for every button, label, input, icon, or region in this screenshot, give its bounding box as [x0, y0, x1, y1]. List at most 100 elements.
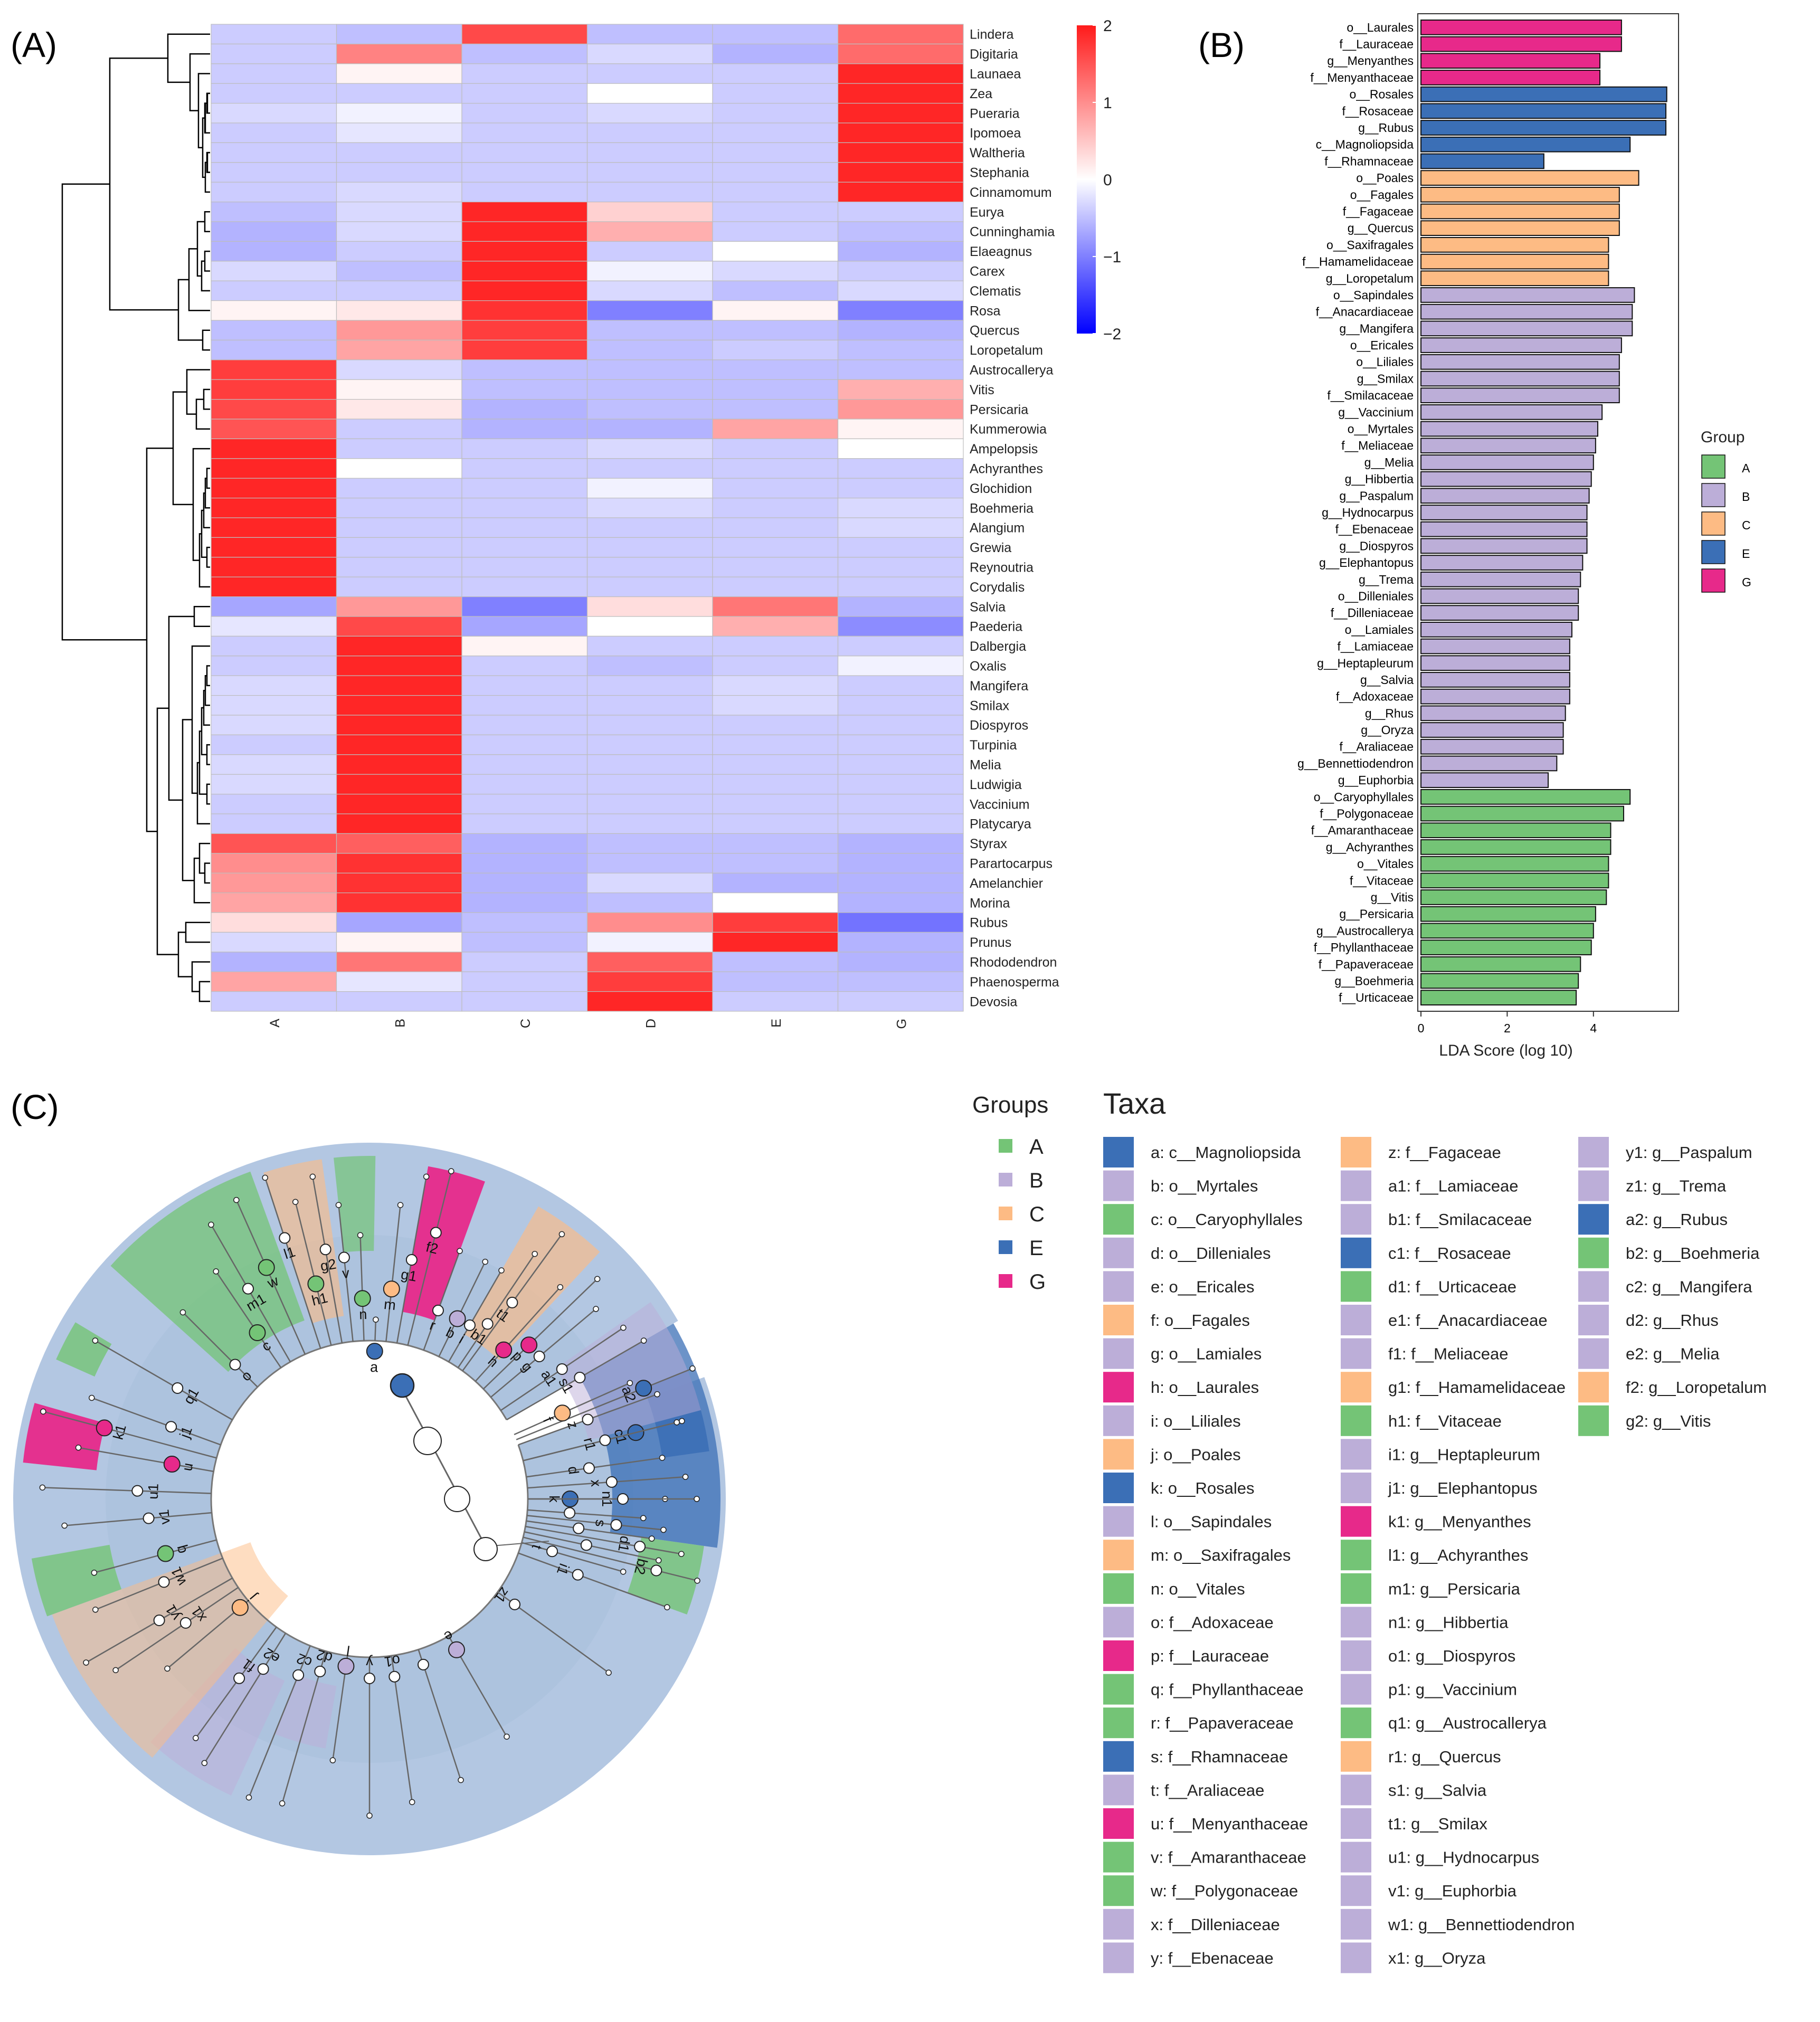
heatmap-cell — [461, 635, 588, 657]
lda-bar — [1420, 320, 1633, 337]
heatmap-cell — [211, 853, 337, 874]
taxa-legend-swatch — [1103, 1305, 1134, 1335]
taxa-legend-swatch — [1578, 1305, 1609, 1335]
lda-bar — [1420, 220, 1620, 236]
row-label: Alangium — [970, 521, 1025, 536]
heatmap-cell — [336, 438, 462, 459]
heatmap-cell — [586, 63, 713, 84]
taxa-legend-swatch — [1341, 1909, 1371, 1940]
heatmap-cell — [461, 24, 588, 45]
taxa-legend-label: r: f__Papaveraceae — [1151, 1714, 1294, 1732]
cladogram-branch — [94, 1539, 217, 1573]
cladogram-node — [574, 1372, 586, 1383]
cladogram-node — [634, 1541, 646, 1553]
cladogram-node — [131, 1485, 144, 1497]
row-label: Mangifera — [970, 679, 1028, 694]
heatmap-cell — [211, 398, 337, 420]
lda-bar-label: g__Menyanthes — [1327, 54, 1414, 68]
heatmap-cell — [461, 991, 588, 1012]
heatmap-cell — [837, 853, 964, 874]
lda-bar-label: f__Ebenaceae — [1335, 523, 1414, 536]
heatmap-cell — [586, 695, 713, 716]
cladogram-node — [165, 1421, 177, 1433]
row-label: Reynoutria — [970, 561, 1034, 575]
heatmap-cell — [461, 419, 588, 440]
groups-legend-swatch — [999, 1173, 1012, 1186]
heatmap-cell — [336, 675, 462, 696]
heatmap-cell — [336, 221, 462, 242]
taxa-legend-label: d1: f__Urticaceae — [1388, 1277, 1516, 1296]
row-label: Rosa — [970, 303, 1000, 318]
heatmap-cell — [837, 813, 964, 834]
taxa-legend-swatch — [1103, 1271, 1134, 1302]
dendrogram-branch — [193, 606, 210, 627]
heatmap-cell — [461, 616, 588, 637]
cladogram-node — [509, 1598, 521, 1610]
heatmap-cell — [837, 497, 964, 518]
heatmap-cell — [837, 43, 964, 64]
heatmap-cell — [336, 103, 462, 124]
cladogram-node-label: h1 — [310, 1289, 329, 1308]
heatmap-cell — [461, 557, 588, 577]
taxa-legend-label: b1: f__Smilacaceae — [1388, 1210, 1532, 1229]
heatmap-cell — [461, 833, 588, 854]
panel-a-label: (A) — [11, 25, 57, 64]
taxa-legend: Taxa a: c__Magnoliopsida b: o__Myrtales c: … — [1103, 1087, 1767, 1973]
heatmap-cell — [461, 359, 588, 380]
dendrogram-branch — [206, 744, 210, 765]
heatmap-cell — [336, 280, 462, 301]
heatmap-cell — [336, 182, 462, 203]
heatmap-cell — [461, 162, 588, 183]
heatmap-cell — [586, 715, 713, 736]
row-label: Elaeagnus — [970, 244, 1032, 259]
taxa-legend-swatch — [1341, 1674, 1371, 1705]
cladogram-leaf — [279, 1800, 286, 1807]
heatmap-cell — [712, 754, 839, 775]
cladogram-leaf — [83, 1659, 89, 1666]
cladogram-branch — [295, 1201, 332, 1346]
row-label: Parartocarpus — [970, 857, 1053, 871]
heatmap-cell — [837, 339, 964, 360]
heatmap-cell — [211, 24, 337, 45]
dendrogram-branch — [206, 468, 210, 489]
dendrogram-branch — [198, 730, 207, 795]
cladogram-branch — [94, 1340, 233, 1421]
cladogram-node-label: d — [565, 1465, 582, 1475]
groups-legend-swatch — [999, 1240, 1012, 1254]
taxa-legend-swatch — [1341, 1942, 1371, 1973]
heatmap-cell — [586, 576, 713, 597]
heatmap-cell — [837, 261, 964, 281]
heatmap-cell — [586, 320, 713, 341]
lda-bar-label: f__Lamiaceae — [1338, 640, 1414, 653]
cladogram-node-label: n1 — [599, 1491, 615, 1507]
taxa-legend-swatch — [1103, 1774, 1134, 1806]
cladogram-leaf — [627, 1380, 633, 1387]
dendrogram-branch — [198, 981, 210, 1002]
taxa-legend-swatch — [1341, 1875, 1371, 1906]
lda-bar-label: f__Rhamnaceae — [1324, 154, 1414, 168]
taxa-legend-label: n: o__Vitales — [1151, 1580, 1245, 1598]
taxa-legend-label: s1: g__Salvia — [1388, 1781, 1487, 1799]
cladogram-node — [258, 1259, 275, 1276]
lda-bar — [1420, 990, 1577, 1005]
cladogram-node — [307, 1275, 325, 1293]
heatmap-cell — [211, 932, 337, 953]
lda-legend-label: C — [1742, 518, 1751, 532]
heatmap-cell — [837, 892, 964, 913]
heatmap-cell — [837, 359, 964, 380]
heatmap-cell — [211, 656, 337, 676]
taxa-legend-swatch — [1103, 1405, 1134, 1436]
taxa-legend-swatch — [1578, 1137, 1609, 1167]
lda-bar-label: f__Dilleniaceae — [1331, 606, 1414, 620]
heatmap-cell — [712, 932, 839, 953]
cladogram-branch — [514, 1382, 630, 1436]
heatmap-cell — [586, 754, 713, 775]
heatmap-cell — [712, 103, 839, 124]
lda-bar — [1420, 203, 1620, 220]
taxa-legend-label: i1: g__Heptapleurum — [1388, 1445, 1540, 1464]
taxa-legend-swatch — [1103, 1237, 1134, 1268]
heatmap-cell — [837, 932, 964, 953]
lda-bar-label: f__Meliaceae — [1341, 439, 1414, 452]
lda-bar-label: g__Trema — [1359, 573, 1414, 586]
